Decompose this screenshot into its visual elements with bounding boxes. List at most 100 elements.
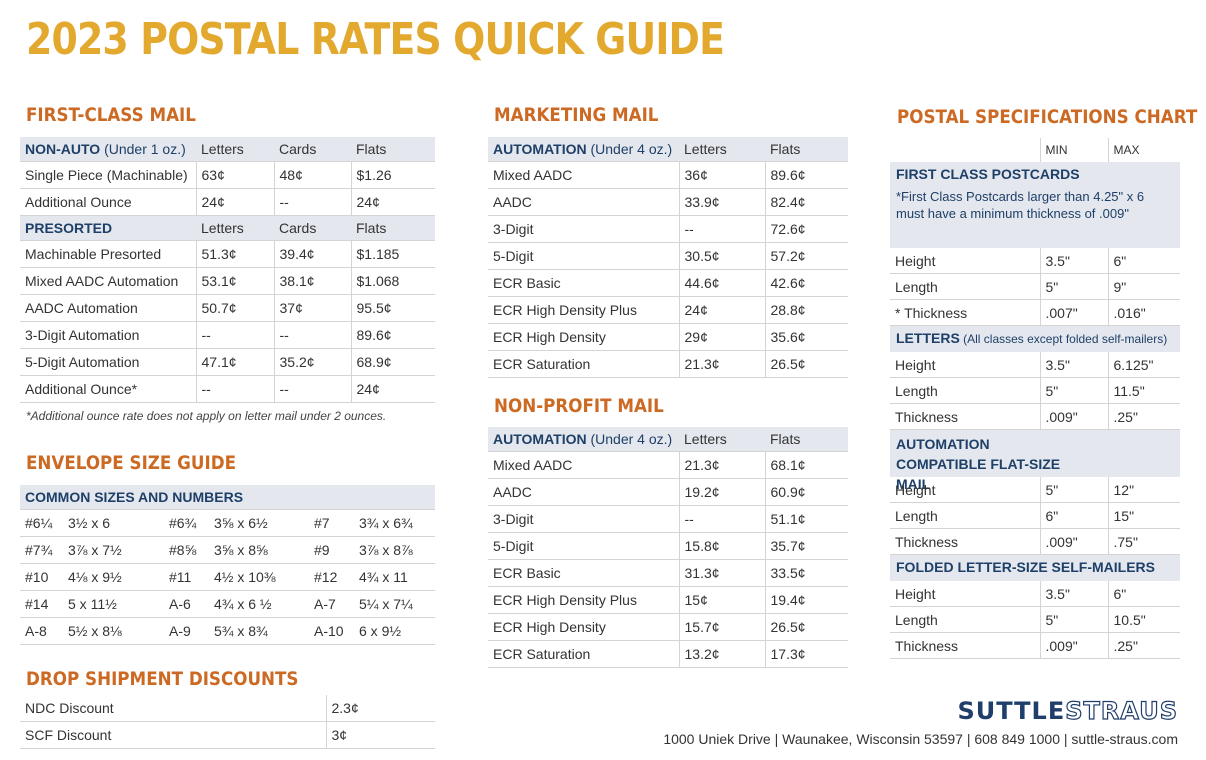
table-row: Length 5" 9" [890,273,1180,300]
envelope-header: COMMON SIZES AND NUMBERS [20,485,436,510]
row-label: AADC [488,188,679,216]
row-label: Thickness [890,528,1040,555]
spec-group-title: FIRST CLASS POSTCARDS [896,166,1080,182]
rate-cell: 39.4¢ [273,240,351,268]
drop-shipment-table: NDC Discount 2.3¢ SCF Discount 3¢ [20,695,435,749]
row-label: Length [890,606,1040,633]
row-label: ECR Saturation [488,350,679,378]
rate-cell: 48¢ [273,161,351,189]
row-label: 5-Digit [488,532,679,560]
row-label: Thickness [890,403,1040,430]
table-row: ECR Saturation 13.2¢ 17.3¢ [488,640,848,668]
rate-cell: 10.5" [1107,606,1180,633]
row-label: #10 [20,563,63,591]
rate-cell: 11.5" [1107,377,1180,404]
row-label: #14 [20,590,63,618]
rate-cell: .009" [1039,528,1108,555]
rate-cell: .009" [1039,632,1108,659]
rate-cell: 4¾ x 11 [354,563,436,591]
rate-cell: 15¢ [678,586,765,614]
table-row: Mixed AADC 21.3¢ 68.1¢ [488,451,848,479]
rate-cell: 3⅞ x 8⅞ [354,536,436,564]
table-row: Mixed AADC Automation 53.1¢ 38.1¢ $1.068 [20,267,435,295]
rate-cell: 13.2¢ [678,640,765,668]
rate-cell: 4¾ x 6 ½ [209,590,309,618]
min-label: MIN [1039,138,1108,162]
page-title: 2023 POSTAL RATES QUICK GUIDE [26,14,725,65]
table-row: ECR Basic 31.3¢ 33.5¢ [488,559,848,587]
rate-cell: .75" [1107,528,1180,555]
specs-title: POSTAL SPECIFICATIONS CHART [897,106,1198,128]
rate-cell: 35.2¢ [273,348,351,376]
row-label: Mixed AADC Automation [20,267,196,295]
rate-cell: 36¢ [678,161,765,189]
rate-cell: .25" [1107,632,1180,659]
row-label: Height [890,248,1040,274]
rate-cell: 24¢ [350,188,435,216]
rate-cell: 44.6¢ [678,269,765,297]
rate-cell: 6" [1107,581,1180,607]
rate-cell: 19.4¢ [764,586,848,614]
first-class-table: NON-AUTO (Under 1 oz.) Letters Cards Flats S… [20,137,435,403]
rate-cell: 24¢ [350,375,435,403]
row-label: Thickness [890,632,1040,659]
rate-cell: 17.3¢ [764,640,848,668]
table-row: #10 4⅛ x 9½ #11 4½ x 10⅜ #12 4¾ x 11 [20,563,436,591]
max-label: MAX [1107,138,1180,162]
rate-cell: 37¢ [273,294,351,322]
column-header: Letters [679,427,765,452]
rate-cell: 31.3¢ [678,559,765,587]
spec-group-title: LETTERS [896,330,960,346]
table-row: Thickness .009" .75" [890,528,1180,555]
rate-cell: 24¢ [678,296,765,324]
row-label: Height [890,352,1040,378]
rate-cell: 28.8¢ [764,296,848,324]
rate-cell: 21.3¢ [678,350,765,378]
row-label: Mixed AADC [488,451,679,479]
drop-shipment-title: DROP SHIPMENT DISCOUNTS [26,668,299,690]
spec-group-header: FIRST CLASS POSTCARDS *First Class Postca… [890,162,1180,248]
rate-cell: 57.2¢ [764,242,848,270]
rate-cell: -- [273,375,351,403]
rate-cell: 15.7¢ [678,613,765,641]
table-row: Length 5" 10.5" [890,606,1180,633]
spec-table: Height 3.5" 6" Length 5" 9" * Thickness .007" .0… [890,248,1180,326]
table-row: Length 5" 11.5" [890,377,1180,404]
table-row: Additional Ounce 24¢ -- 24¢ [20,188,435,216]
rate-cell: A-9 [164,617,209,645]
rate-cell: 15.8¢ [678,532,765,560]
rate-cell: 33.9¢ [678,188,765,216]
row-label: Length [890,502,1040,529]
rate-cell: 5½ x 8⅛ [63,617,164,645]
rate-cell: 9" [1107,273,1180,300]
rate-cell: #9 [309,536,354,564]
table-row: Height 3.5" 6" [890,581,1180,607]
row-label: AADC [488,478,679,506]
column-header: Cards [274,215,351,241]
rate-cell: 6" [1107,248,1180,274]
table-row: Height 3.5" 6.125" [890,352,1180,378]
table-row: ECR High Density 29¢ 35.6¢ [488,323,848,351]
rate-cell: 24¢ [195,188,274,216]
rate-cell: -- [678,505,765,533]
spec-table: Height 3.5" 6" Length 5" 10.5" Thickness .009".… [890,581,1180,659]
table-row: Mixed AADC 36¢ 89.6¢ [488,161,848,189]
rate-cell: 53.1¢ [195,267,274,295]
row-label: Additional Ounce* [20,375,196,403]
automation-header: AUTOMATION (Under 4 oz.) Letters Flats [488,427,848,452]
rate-cell: 3¾ x 6¾ [354,509,436,537]
rate-cell: 5" [1039,377,1108,404]
envelope-table: COMMON SIZES AND NUMBERS #6¼ 3½ x 6 #6¾ 3⅝ x… [20,485,436,645]
table-row: #14 5 x 11½ A-6 4¾ x 6 ½ A-7 5¼ x 7¼ [20,590,436,618]
spec-group-title: FOLDED LETTER-SIZE SELF-MAILERS [896,559,1155,575]
rate-cell: 47.1¢ [195,348,274,376]
rate-cell: 26.5¢ [764,613,848,641]
row-label: ECR High Density Plus [488,586,679,614]
row-label: Machinable Presorted [20,240,196,268]
header-label: AUTOMATION (Under 4 oz.) [488,137,679,162]
table-row: #6¼ 3½ x 6 #6¾ 3⅝ x 6½ #7 3¾ x 6¾ [20,509,436,537]
rate-cell: 30.5¢ [678,242,765,270]
row-label: ECR Basic [488,559,679,587]
rate-cell: 3⅝ x 6½ [209,509,309,537]
rate-cell: 29¢ [678,323,765,351]
